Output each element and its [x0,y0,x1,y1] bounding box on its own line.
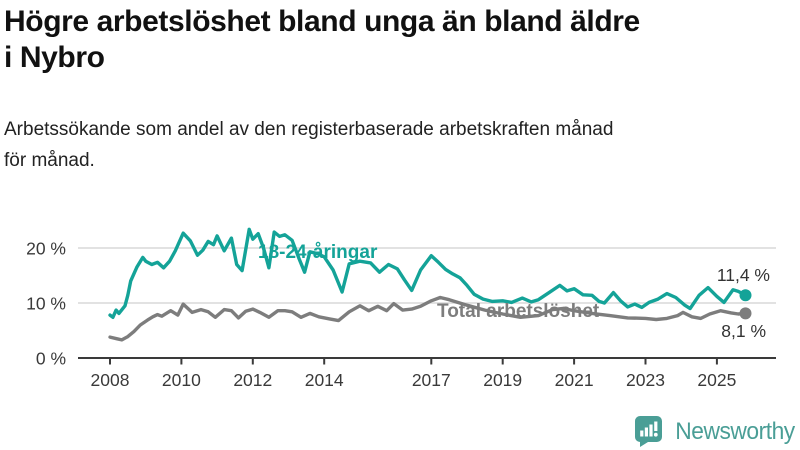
newsworthy-wordmark: Newsworthy [675,417,796,445]
total-series-end-dot [739,307,752,320]
youth-series-label: 18-24-åringar [258,242,378,263]
y-axis-tick-label: 10 % [26,294,66,314]
x-axis-tick-label: 2017 [412,370,451,390]
youth-end-value-label: 11,4 % [717,265,770,285]
x-axis-tick-label: 2010 [162,370,201,390]
total-series-label: Total arbetslöshet [437,301,600,322]
series-layer [108,227,752,342]
x-axis-tick-label: 2019 [483,370,522,390]
x-axis-tick-label: 2023 [626,370,665,390]
label-layer: 18-24-åringar Total arbetslöshet 11,4 % 8,1… [258,242,770,341]
total-series-line [108,295,748,342]
youth-series-end-dot [739,289,752,302]
youth-series-line [108,227,748,319]
y-axis-tick-label: 20 % [26,239,66,259]
total-end-value-label: 8,1 % [721,321,766,341]
page-title: Högre arbetslöshet bland unga än bland ä… [4,5,640,74]
y-axis-tick-label: 0 % [36,349,66,369]
chart-header: Högre arbetslöshet bland unga än bland ä… [4,4,644,76]
chart-subtitle: Arbetssökande som andel av den registerb… [4,119,614,171]
newsworthy-logo-icon [635,416,663,447]
x-axis-tick-label: 2014 [305,370,344,390]
x-axis-tick-label: 2021 [555,370,594,390]
x-axis-tick-label: 2012 [233,370,272,390]
newsworthy-branding: Newsworthy [635,416,795,447]
axis-layer: 0 % 10 % 20 % 2008 2010 2012 2014 2017 2019 2021 2… [26,239,776,390]
x-axis-tick-label: 2025 [697,370,736,390]
x-axis-tick-label: 2008 [91,370,130,390]
